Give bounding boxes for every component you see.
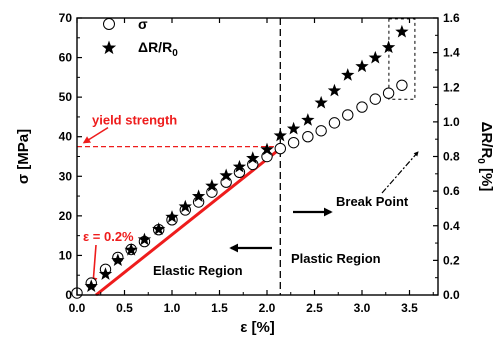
resistance-point <box>246 151 260 164</box>
resistance-point <box>314 95 328 109</box>
resistance-point <box>273 128 287 142</box>
yield-strength-arrow <box>82 126 109 144</box>
y-left-tick-label: 60 <box>59 51 73 65</box>
y-right-tick-label: 1.0 <box>443 115 460 129</box>
break-point-arrow <box>381 151 419 194</box>
sigma-point <box>356 101 368 113</box>
resistance-point <box>260 142 274 156</box>
y-right-axis-label-tail: [%] <box>478 164 495 192</box>
resistance-point <box>327 83 342 97</box>
x-tick-label: 0.0 <box>69 301 86 315</box>
sigma-point <box>342 109 354 121</box>
y-right-tick-label: 0.8 <box>443 150 460 164</box>
resistance-point <box>152 222 166 235</box>
break-point-label: Break Point <box>336 194 409 209</box>
y-right-axis-label: ΔR/R0 [%] <box>475 122 495 192</box>
sigma-point <box>287 136 300 149</box>
resistance-point <box>111 253 125 267</box>
resistance-point <box>137 232 152 246</box>
legend-resistance-label: ΔR/R0 <box>138 39 178 59</box>
elastic-fit-line <box>95 147 282 297</box>
y-right-tick-label: 1.4 <box>443 46 460 60</box>
x-tick-label: 3.5 <box>401 301 418 315</box>
sigma-point <box>396 79 408 91</box>
x-tick-label: 1.0 <box>164 301 181 315</box>
sigma-point <box>369 93 381 105</box>
y-left-axis-label: σ [MPa] <box>15 129 32 184</box>
resistance-point <box>124 242 138 256</box>
resistance-point <box>341 68 355 81</box>
legend-resistance-label-sub: 0 <box>172 48 178 59</box>
y-left-tick-label: 20 <box>59 209 73 223</box>
plastic-region-label: Plastic Region <box>291 251 381 266</box>
resistance-point <box>301 113 315 126</box>
sigma-point <box>328 117 341 129</box>
y-right-axis-label-sub: 0 <box>475 158 486 164</box>
legend-sigma-label: σ <box>138 16 148 32</box>
y-left-tick-label: 0 <box>65 288 72 302</box>
y-left-tick-label: 10 <box>59 248 73 262</box>
sigma-point <box>261 150 273 163</box>
elastic-region-label: Elastic Region <box>153 263 243 278</box>
y-right-axis-label-main: ΔR/R <box>478 122 495 159</box>
legend-sigma-marker <box>103 18 115 30</box>
y-right-tick-label: 1.6 <box>443 11 460 25</box>
resistance-point <box>395 24 409 38</box>
resistance-point <box>219 168 233 182</box>
x-tick-label: 0.5 <box>116 301 133 315</box>
resistance-point <box>191 189 206 202</box>
x-tick-label: 1.5 <box>211 301 228 315</box>
y-right-tick-label: 0.4 <box>443 219 460 233</box>
x-tick-label: 3.0 <box>354 301 371 315</box>
y-left-tick-label: 40 <box>59 130 73 144</box>
resistance-point <box>355 59 369 73</box>
sigma-point <box>382 87 395 99</box>
y-right-tick-label: 0.2 <box>443 253 460 267</box>
y-right-tick-label: 0.0 <box>443 288 460 302</box>
resistance-point <box>205 178 219 192</box>
x-tick-label: 2.0 <box>259 301 276 315</box>
x-axis-label: ε [%] <box>240 319 275 336</box>
break-point-box <box>388 18 416 100</box>
legend-resistance-label-main: ΔR/R <box>138 39 172 55</box>
y-right-tick-label: 1.2 <box>443 80 460 94</box>
sigma-point <box>302 131 314 143</box>
resistance-point <box>98 267 113 280</box>
y-left-tick-label: 70 <box>59 11 73 25</box>
resistance-point <box>381 40 396 54</box>
sigma-point <box>220 176 232 188</box>
y-right-tick-label: 0.6 <box>443 184 460 198</box>
sigma-point <box>315 125 327 137</box>
x-tick-label: 2.5 <box>306 301 323 315</box>
resistance-point <box>84 279 98 293</box>
y-left-tick-label: 30 <box>59 169 73 183</box>
offset-strain-label: ε = 0.2% <box>83 229 134 244</box>
resistance-point <box>368 50 382 64</box>
resistance-point <box>178 199 192 213</box>
offset-strain-arrow <box>89 244 98 286</box>
yield-strength-label: yield strength <box>92 113 177 128</box>
y-left-tick-label: 50 <box>59 90 73 104</box>
legend-resistance-marker <box>101 40 117 55</box>
sigma-point <box>274 142 286 155</box>
resistance-point <box>286 121 301 135</box>
resistance-point <box>232 159 247 173</box>
resistance-point <box>165 210 179 223</box>
